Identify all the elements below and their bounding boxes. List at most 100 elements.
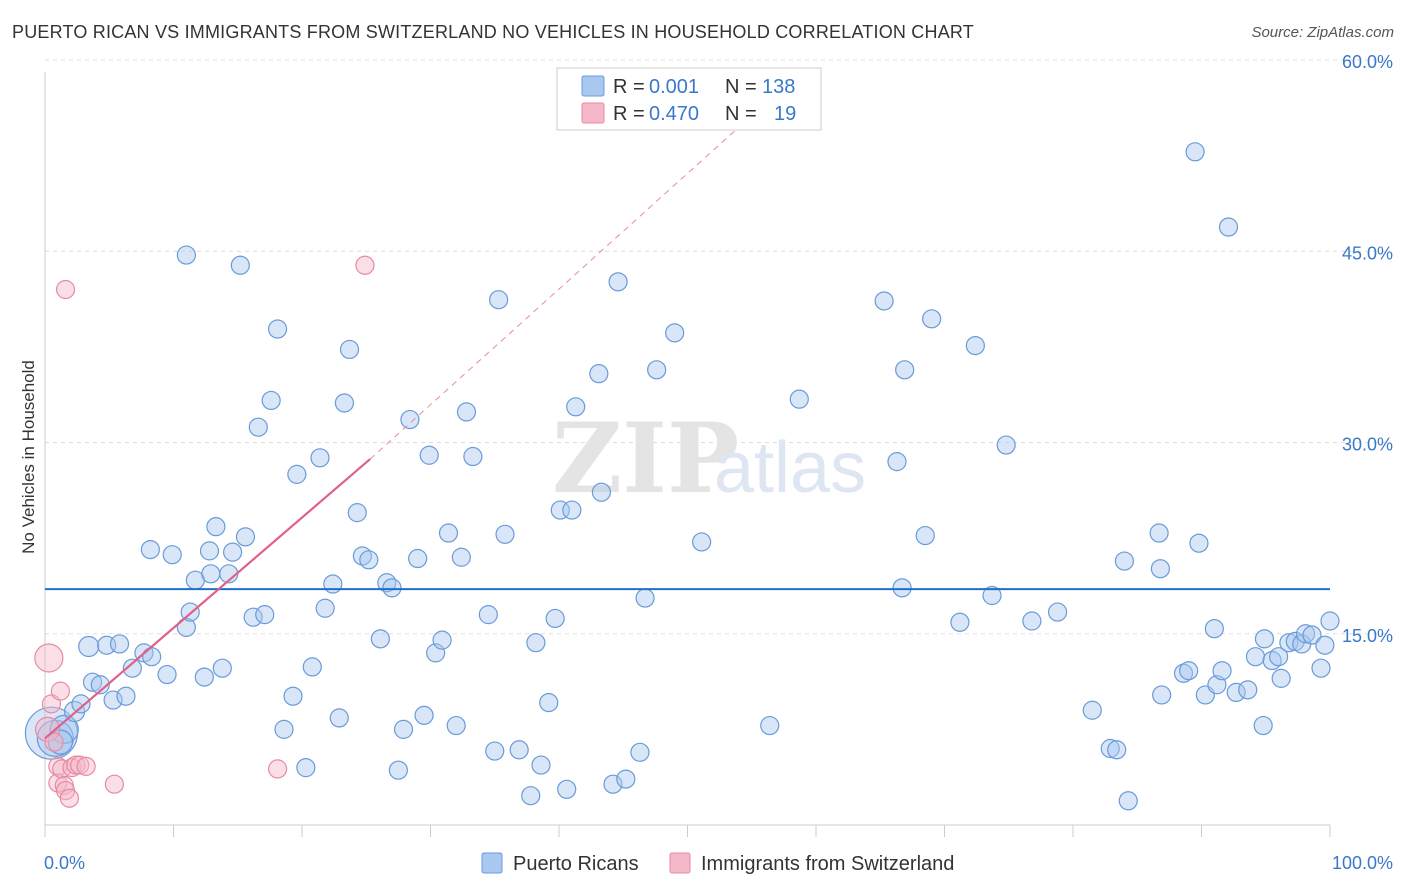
y-tick-label: 30.0% xyxy=(1342,435,1393,455)
data-point-puerto-ricans xyxy=(635,588,655,608)
data-point-puerto-ricans xyxy=(562,500,582,520)
series-puerto-ricans xyxy=(24,142,1340,811)
data-point-puerto-ricans xyxy=(591,482,612,502)
data-point-puerto-ricans xyxy=(1152,685,1172,705)
data-point-puerto-ricans xyxy=(287,464,307,484)
data-point-puerto-ricans xyxy=(1254,629,1275,649)
data-point-puerto-ricans xyxy=(329,708,349,728)
data-point-puerto-ricans xyxy=(140,539,160,560)
data-point-puerto-ricans xyxy=(103,690,123,710)
data-point-immigrants-from-switzerland xyxy=(104,774,124,794)
data-point-puerto-ricans xyxy=(109,634,130,654)
trend-lines xyxy=(44,97,1330,740)
data-point-puerto-ricans xyxy=(157,664,177,685)
data-point-puerto-ricans xyxy=(323,574,343,594)
legend-n-value-blue: 138 xyxy=(762,76,795,98)
data-point-puerto-ricans xyxy=(243,607,263,627)
data-point-puerto-ricans xyxy=(274,719,294,739)
data-point-puerto-ricans xyxy=(1185,142,1205,162)
data-point-puerto-ricans xyxy=(760,715,780,736)
data-point-puerto-ricans xyxy=(1253,715,1273,736)
data-point-puerto-ricans xyxy=(1114,551,1135,571)
trend-extension-immigrants-from-switzerland xyxy=(369,97,772,460)
data-point-puerto-ricans xyxy=(432,630,452,650)
data-point-puerto-ricans xyxy=(545,608,565,629)
data-point-puerto-ricans xyxy=(1218,217,1239,237)
data-point-puerto-ricans xyxy=(1245,647,1266,667)
legend-r-value-blue: 0.001 xyxy=(649,76,699,98)
data-point-puerto-ricans xyxy=(176,245,196,265)
data-point-puerto-ricans xyxy=(892,578,912,598)
data-point-puerto-ricans xyxy=(206,517,226,537)
y-axis-label: No Vehicles in Household xyxy=(19,360,38,554)
data-point-puerto-ricans xyxy=(789,389,809,409)
legend-swatch-pink xyxy=(581,102,605,124)
data-point-puerto-ricans xyxy=(915,525,935,546)
data-point-puerto-ricans xyxy=(223,542,243,562)
data-point-puerto-ricans xyxy=(509,740,529,760)
data-point-puerto-ricans xyxy=(438,523,459,543)
x-tick-label: 0.0% xyxy=(44,853,85,873)
data-point-puerto-ricans xyxy=(647,360,667,380)
watermark-zip: ZIP xyxy=(552,402,739,515)
data-point-puerto-ricans xyxy=(1238,680,1258,700)
data-point-puerto-ricans xyxy=(603,774,623,794)
axes: 0.0% 100.0% 15.0% 30.0% 45.0% 60.0% xyxy=(44,52,1393,873)
data-point-puerto-ricans xyxy=(1150,559,1170,579)
legend-r-label-pink: R = xyxy=(613,103,645,125)
data-point-puerto-ricans xyxy=(194,667,214,687)
data-point-puerto-ricans xyxy=(1311,658,1331,678)
data-point-puerto-ricans xyxy=(950,612,970,632)
data-point-immigrants-from-switzerland xyxy=(76,756,96,776)
legend-swatch-blue xyxy=(581,75,605,97)
data-point-puerto-ricans xyxy=(1173,663,1194,683)
data-point-puerto-ricans xyxy=(446,715,466,736)
data-point-puerto-ricans xyxy=(382,578,402,598)
data-point-puerto-ricans xyxy=(212,658,232,678)
y-tick-label: 60.0% xyxy=(1342,52,1393,72)
data-point-puerto-ricans xyxy=(82,672,103,692)
data-point-puerto-ricans xyxy=(539,692,559,713)
data-point-puerto-ricans xyxy=(1226,682,1246,703)
data-point-puerto-ricans xyxy=(531,755,551,775)
data-point-puerto-ricans xyxy=(199,541,220,561)
data-point-puerto-ricans xyxy=(1204,619,1224,639)
data-point-puerto-ricans xyxy=(47,729,74,755)
data-point-puerto-ricans xyxy=(478,605,498,625)
data-point-puerto-ricans xyxy=(122,658,142,678)
data-point-puerto-ricans xyxy=(463,446,483,467)
data-point-puerto-ricans xyxy=(1268,647,1289,667)
data-point-puerto-ricans xyxy=(393,719,414,739)
data-point-puerto-ricans xyxy=(370,629,390,649)
legend-n-value-pink: 19 xyxy=(774,103,796,125)
chart-title: PUERTO RICAN VS IMMIGRANTS FROM SWITZERL… xyxy=(12,22,974,42)
data-point-puerto-ricans xyxy=(201,564,221,584)
data-point-puerto-ricans xyxy=(456,402,477,422)
data-point-puerto-ricans xyxy=(489,290,509,310)
data-point-puerto-ricans xyxy=(1179,661,1199,681)
data-point-puerto-ricans xyxy=(267,319,288,339)
data-point-puerto-ricans xyxy=(495,524,515,544)
data-point-immigrants-from-switzerland xyxy=(44,732,64,752)
data-point-puerto-ricans xyxy=(1212,661,1232,681)
legend-n-label-pink: N = xyxy=(725,103,757,125)
data-point-immigrants-from-switzerland xyxy=(267,759,288,779)
data-point-immigrants-from-switzerland xyxy=(50,681,71,701)
trend-line-immigrants-from-switzerland xyxy=(44,458,371,740)
data-point-immigrants-from-switzerland xyxy=(59,788,80,808)
data-point-immigrants-from-switzerland xyxy=(52,759,72,779)
data-point-puerto-ricans xyxy=(922,309,942,329)
legend-bottom-label-pink: Immigrants from Switzerland xyxy=(701,853,954,875)
data-point-puerto-ricans xyxy=(550,500,570,520)
data-point-puerto-ricans xyxy=(400,409,420,430)
data-point-puerto-ricans xyxy=(1302,625,1322,645)
legend-r-label-blue: R = xyxy=(613,76,645,98)
data-point-puerto-ricans xyxy=(1149,523,1169,543)
chart-source: Source: ZipAtlas.com xyxy=(1251,24,1394,41)
data-point-puerto-ricans xyxy=(230,255,250,275)
x-tick-label: 100.0% xyxy=(1332,853,1393,873)
data-point-puerto-ricans xyxy=(261,390,281,411)
data-point-puerto-ricans xyxy=(1100,738,1120,759)
data-point-puerto-ricans xyxy=(451,547,471,567)
